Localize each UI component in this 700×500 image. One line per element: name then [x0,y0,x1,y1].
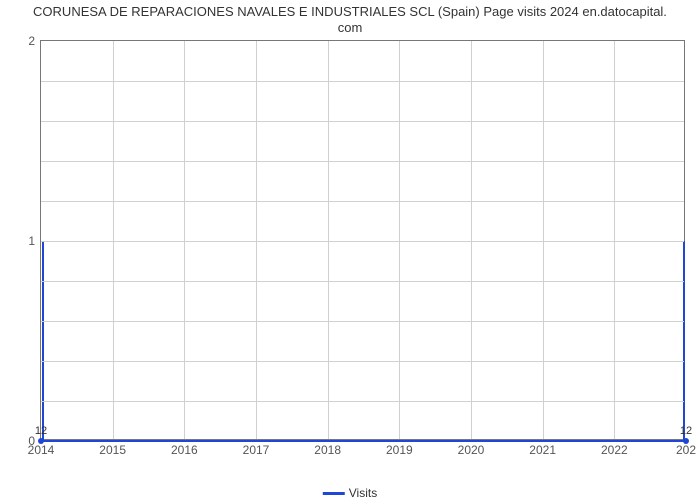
data-point-label: 12 [680,425,692,437]
grid-horizontal [41,361,684,362]
grid-vertical [113,41,114,439]
grid-horizontal [41,241,684,242]
grid-horizontal [41,321,684,322]
grid-horizontal [41,121,684,122]
grid-horizontal [41,161,684,162]
legend-swatch [323,492,345,495]
grid-vertical [184,41,185,439]
legend: Visits [323,486,377,500]
x-tick-label: 2022 [601,439,628,457]
x-tick-label: 2015 [99,439,126,457]
grid-vertical [328,41,329,439]
grid-vertical [471,41,472,439]
grid-vertical [614,41,615,439]
plot-area: 2014201520162017201820192020202120222020… [40,40,685,440]
grid-vertical [543,41,544,439]
grid-horizontal [41,401,684,402]
grid-horizontal [41,281,684,282]
grid-horizontal [41,201,684,202]
grid-horizontal [41,81,684,82]
x-tick-label: 2020 [458,439,485,457]
x-tick-label: 2016 [171,439,198,457]
x-tick-label: 2017 [243,439,270,457]
y-tick-label: 2 [28,34,41,48]
grid-vertical [256,41,257,439]
y-tick-label: 1 [28,234,41,248]
x-tick-label: 2019 [386,439,413,457]
chart-title: CORUNESA DE REPARACIONES NAVALES E INDUS… [0,4,700,35]
chart-title-line1: CORUNESA DE REPARACIONES NAVALES E INDUS… [33,4,667,19]
x-tick-label: 202 [676,439,696,457]
x-tick-label: 2018 [314,439,341,457]
legend-label: Visits [349,486,377,500]
grid-vertical [399,41,400,439]
chart-title-line2: com [338,20,363,35]
x-tick-label: 2021 [529,439,556,457]
data-point-label: 12 [35,425,47,437]
